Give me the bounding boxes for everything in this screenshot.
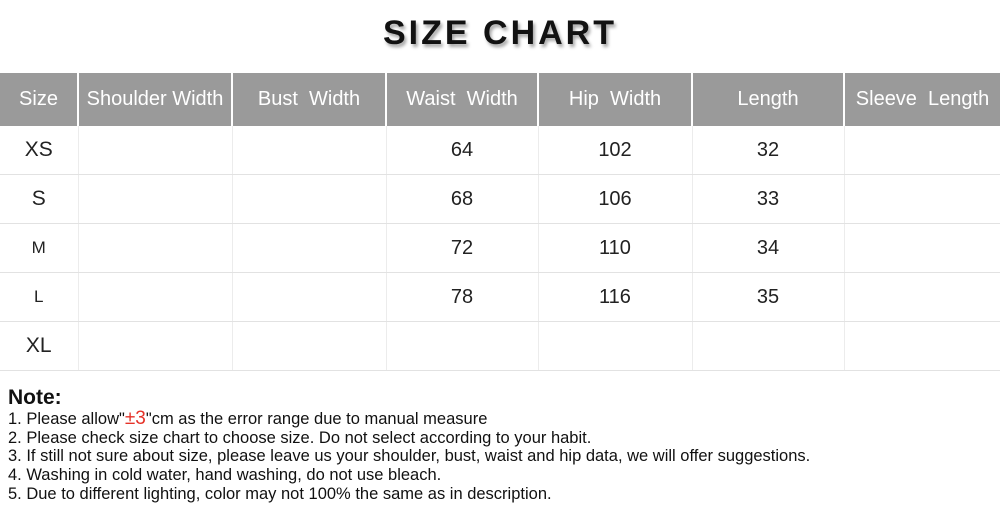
table-row-l: L 78 116 35	[0, 272, 1000, 323]
table-header-row: Size Shoulder Width Bust Width Waist Wid…	[0, 72, 1000, 126]
value-cell: 116	[537, 272, 692, 323]
page-title: SIZE CHART	[383, 14, 617, 52]
column-header-size: Size	[0, 72, 78, 126]
value-cell	[231, 125, 386, 176]
value-cell: 110	[537, 223, 692, 274]
value-cell: 68	[385, 174, 538, 225]
size-label-cell: S	[0, 174, 78, 225]
value-cell: 64	[385, 125, 538, 176]
value-cell: 35	[691, 272, 844, 323]
value-cell	[843, 125, 1000, 176]
value-cell: 34	[691, 223, 844, 274]
value-cell	[691, 321, 844, 372]
size-chart-page: SIZE CHART Size Shoulder Width Bust Widt…	[0, 13, 1000, 503]
column-header-length: Length	[691, 72, 844, 126]
column-header-shoulder-width: Shoulder Width	[77, 72, 232, 126]
value-cell: 72	[385, 223, 538, 274]
note-heading: Note:	[8, 386, 62, 410]
value-cell	[537, 321, 692, 372]
value-cell	[231, 174, 386, 225]
note-item-2: 2. Please check size chart to choose siz…	[8, 428, 592, 447]
value-cell	[77, 125, 232, 176]
error-range-highlight: ±3	[124, 408, 146, 430]
value-cell: 102	[537, 125, 692, 176]
table-row-xl: XL	[0, 321, 1000, 372]
value-cell	[231, 272, 386, 323]
value-cell	[385, 321, 538, 372]
size-chart-table: Size Shoulder Width Bust Width Waist Wid…	[0, 72, 1000, 372]
note-item-3: 3. If still not sure about size, please …	[8, 447, 811, 466]
value-cell	[77, 223, 232, 274]
value-cell	[77, 272, 232, 323]
note-item-1-suffix: "cm as the error range due to manual mea…	[145, 410, 488, 429]
size-label-cell: L	[0, 272, 78, 323]
column-header-sleeve-length: Sleeve Length	[843, 72, 1000, 126]
note-item-4: 4. Washing in cold water, hand washing, …	[8, 466, 442, 485]
value-cell	[231, 223, 386, 274]
table-row-s: S 68 106 33	[0, 174, 1000, 225]
value-cell	[77, 174, 232, 225]
size-label-cell: XS	[0, 125, 78, 176]
size-label-cell: M	[0, 223, 78, 274]
value-cell	[843, 321, 1000, 372]
column-header-bust-width: Bust Width	[231, 72, 386, 126]
note-item-1-prefix: 1. Please allow"	[8, 410, 125, 429]
value-cell	[843, 223, 1000, 274]
value-cell: 32	[691, 125, 844, 176]
column-header-waist-width: Waist Width	[385, 72, 538, 126]
value-cell	[231, 321, 386, 372]
value-cell: 33	[691, 174, 844, 225]
value-cell: 78	[385, 272, 538, 323]
value-cell: 106	[537, 174, 692, 225]
table-row-xs: XS 64 102 32	[0, 125, 1000, 176]
value-cell	[843, 272, 1000, 323]
note-section: Note: 1. Please allow"±3"cm as the error…	[8, 386, 1000, 503]
value-cell	[843, 174, 1000, 225]
value-cell	[77, 321, 232, 372]
note-item-5: 5. Due to different lighting, color may …	[8, 484, 552, 503]
note-item-1: 1. Please allow"±3"cm as the error range…	[8, 408, 1000, 430]
size-label-cell: XL	[0, 321, 78, 372]
table-row-m: M 72 110 34	[0, 223, 1000, 274]
column-header-hip-width: Hip Width	[537, 72, 692, 126]
